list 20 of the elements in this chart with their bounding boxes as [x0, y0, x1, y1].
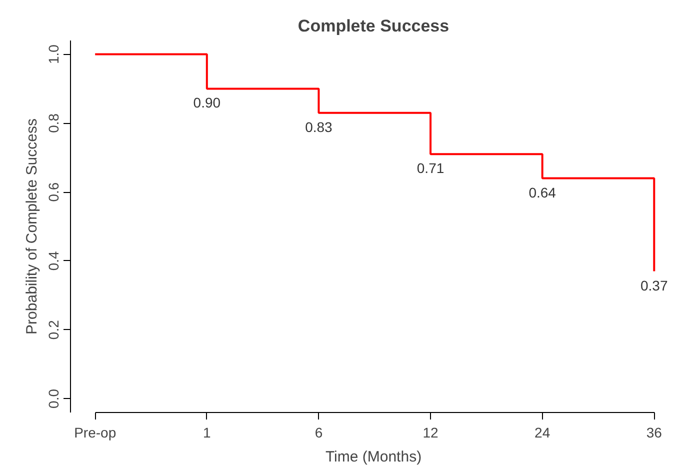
data-label: 0.37 [640, 277, 668, 294]
chart-title: Complete Success [298, 16, 450, 36]
y-tick-label: 0.8 [46, 113, 62, 133]
y-axis-title: Probability of Complete Success [24, 118, 40, 334]
y-tick-label: 0.4 [46, 251, 62, 271]
x-tick-label: Pre-op [74, 424, 116, 440]
data-label: 0.90 [193, 94, 221, 111]
x-tick-label: 24 [534, 424, 550, 440]
y-tick-label: 0.2 [46, 320, 62, 340]
y-tick-label: 0.6 [46, 182, 62, 202]
x-tick-label: 12 [422, 424, 439, 440]
data-label: 0.71 [416, 160, 444, 176]
x-tick-label: 36 [646, 424, 662, 440]
x-tick-label: 6 [314, 424, 323, 440]
data-label: 0.83 [305, 118, 333, 135]
x-axis-title: Time (Months) [325, 448, 422, 466]
y-tick-label: 0.0 [46, 388, 62, 408]
x-tick-label: 1 [203, 424, 212, 440]
y-tick-label: 1.0 [46, 44, 62, 64]
data-label: 0.64 [528, 184, 556, 200]
